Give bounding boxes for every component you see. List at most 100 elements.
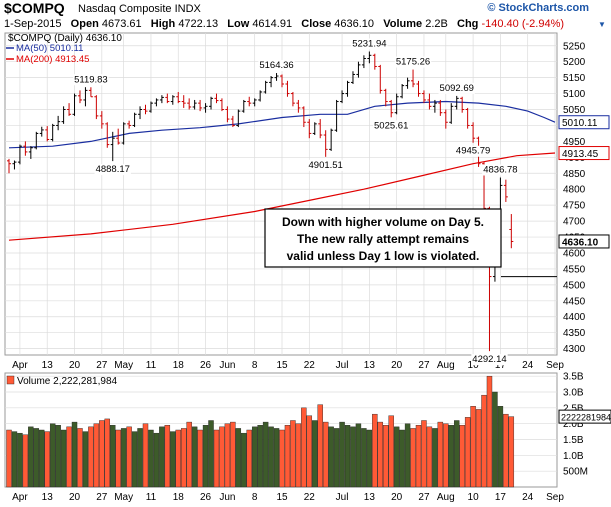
- volume-bar: [142, 423, 149, 488]
- price-x-label: 13: [364, 360, 376, 371]
- ohlc-bar: [334, 99, 339, 132]
- ohlc-bar: [454, 95, 459, 110]
- volume-bar: [88, 426, 94, 488]
- volume-bar: [410, 428, 416, 488]
- volume-bar: [333, 428, 340, 488]
- volume-bar: [159, 426, 165, 488]
- volume-bar: [197, 429, 203, 488]
- volume-bar: [191, 426, 198, 488]
- volume-label: Volume: [383, 18, 423, 30]
- ma200-legend-label: MA(200) 4913.45: [16, 54, 89, 65]
- callout-text: Down with higher volume on Day 5.: [282, 215, 484, 229]
- volume-bar: [120, 428, 127, 488]
- volume-bar: [388, 415, 394, 488]
- ohlc-bar: [372, 53, 377, 70]
- ohlc-bar: [23, 141, 28, 156]
- price-tick-label: 5150: [563, 73, 586, 84]
- low-label: Low: [227, 18, 250, 30]
- ohlc-bar: [394, 93, 399, 115]
- price-x-label: Jun: [219, 360, 235, 371]
- volume-bar: [17, 432, 23, 488]
- volume-bar: [437, 421, 444, 488]
- ohlc-bar: [258, 90, 263, 102]
- volume-bar: [464, 417, 471, 488]
- volume-bar: [148, 429, 154, 488]
- volume-bar: [71, 421, 78, 488]
- ohlc-bar: [192, 99, 197, 110]
- ohlc-bar: [99, 111, 104, 129]
- price-tick-label: 4500: [563, 280, 586, 291]
- ohlc-bar: [318, 119, 323, 139]
- volume-bar: [322, 421, 329, 488]
- volume-bar: [497, 406, 504, 488]
- volume-bar: [393, 426, 400, 488]
- volume-bar: [492, 391, 498, 488]
- ohlc-bar: [274, 73, 279, 81]
- price-x-label: 27: [418, 360, 430, 371]
- credit-label[interactable]: © StockCharts.com: [487, 2, 589, 14]
- volume-bar: [93, 423, 100, 488]
- price-annotation: 4292.14: [472, 354, 506, 365]
- ohlc-bar: [72, 93, 77, 116]
- chg-label: Chg: [457, 18, 479, 30]
- annotation-bg: [394, 56, 432, 68]
- volume-bar: [454, 420, 460, 488]
- volume-x-label: 10: [468, 492, 480, 503]
- ohlc-bar: [421, 90, 426, 104]
- ohlc-bar: [165, 93, 170, 104]
- price-x-label: 8: [252, 360, 258, 371]
- price-x-label: 15: [276, 360, 288, 371]
- price-x-label: 20: [69, 360, 81, 371]
- volume-tick-label: 1.0B: [563, 451, 584, 462]
- volume-bar: [257, 425, 263, 488]
- ohlc-bar: [285, 80, 290, 97]
- close-value: 4636.10: [334, 18, 375, 30]
- ohlc-bar: [170, 95, 175, 105]
- annotation-bg: [454, 145, 492, 157]
- volume-bar: [22, 434, 29, 488]
- price-x-label: 26: [200, 360, 212, 371]
- ohlc-bar: [252, 98, 257, 107]
- volume-bar: [366, 429, 373, 488]
- volume-bar: [11, 431, 18, 488]
- ohlc-bar: [460, 96, 465, 113]
- volume-bar: [251, 426, 258, 488]
- ohlc-bar: [94, 95, 99, 120]
- high-label: High: [150, 18, 176, 30]
- volume-bar: [344, 425, 351, 488]
- quote-line: 1-Sep-2015 Open 4673.61 High 4722.13 Low…: [4, 18, 564, 30]
- volume-x-label: 13: [364, 492, 376, 503]
- volume-bar: [219, 426, 225, 488]
- volume-bar: [339, 421, 345, 488]
- ma200-line: [8, 152, 556, 241]
- low-value: 4614.91: [252, 18, 293, 30]
- volume-x-label: Sep: [546, 492, 564, 503]
- price-annotation: 4888.17: [96, 164, 130, 175]
- ohlc-bar: [247, 96, 252, 107]
- volume-x-label: 15: [276, 492, 288, 503]
- ohlc-bar: [214, 93, 219, 104]
- volume-bar: [66, 426, 72, 488]
- ma50-value-tag: 5010.11: [562, 118, 598, 129]
- volume-bar: [355, 423, 362, 488]
- price-annotation: 5175.26: [396, 57, 430, 68]
- ohlc-bar: [148, 101, 153, 113]
- ohlc-bar: [203, 103, 208, 113]
- volume-x-label: 18: [173, 492, 185, 503]
- volume-bar: [306, 415, 313, 488]
- ohlc-bar: [67, 103, 72, 116]
- volume-tick-label: 2.0B: [563, 419, 584, 430]
- volume-x-label: Jul: [336, 492, 349, 503]
- ohlc-bar: [345, 80, 350, 97]
- ohlc-bar: [356, 61, 361, 78]
- volume-bar: [110, 425, 116, 488]
- callout-text: The new rally attempt remains: [297, 232, 469, 246]
- volume-bar: [508, 416, 515, 488]
- volume-last-box: [558, 409, 611, 424]
- ohlc-bar: [509, 214, 514, 249]
- ohlc-bar: [127, 120, 132, 129]
- volume-bar: [312, 420, 318, 488]
- volume-bar: [350, 426, 356, 488]
- ohlc-bar: [389, 99, 394, 118]
- volume-bar: [328, 426, 334, 488]
